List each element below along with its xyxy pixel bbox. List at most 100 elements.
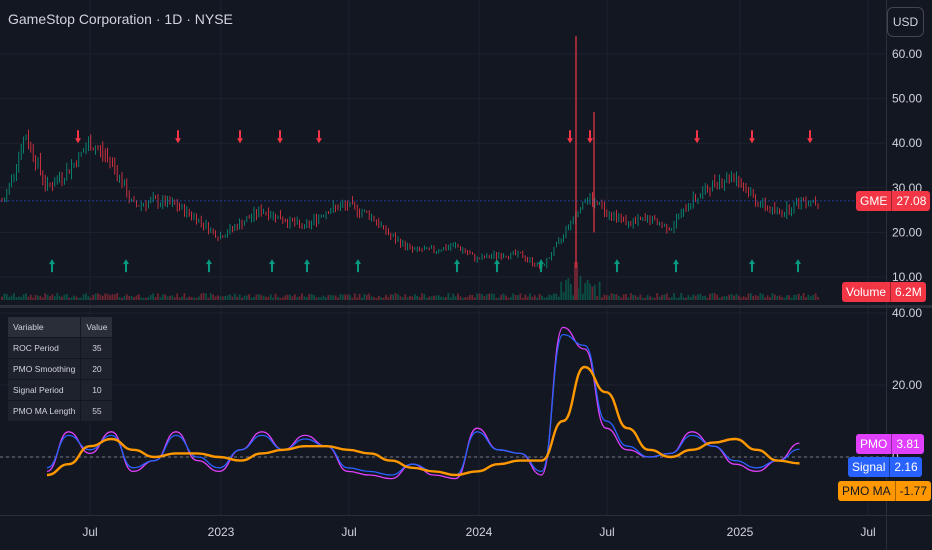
volume-bar	[730, 293, 733, 300]
volume-bar	[644, 297, 647, 300]
volume-bar	[351, 297, 354, 300]
volume-bar	[104, 293, 107, 300]
volume-bar	[389, 294, 392, 300]
volume-bar	[783, 297, 786, 300]
table-header-variable: Variable	[6, 316, 82, 338]
volume-bar	[757, 296, 759, 300]
volume-bar	[428, 296, 431, 300]
volume-bar	[449, 297, 452, 300]
sell-arrow	[277, 130, 283, 144]
volume-bar	[430, 296, 433, 300]
volume-bar	[658, 296, 661, 300]
volume-bar	[394, 293, 397, 300]
volume-bar	[481, 294, 483, 300]
pmo-series-line	[46, 365, 800, 477]
volume-bar	[63, 294, 66, 300]
volume-bar	[130, 295, 133, 300]
volume-bar	[385, 294, 387, 300]
volume-bar	[802, 293, 805, 300]
time-tick-label: 2023	[208, 525, 235, 539]
volume-tag-label: Volume	[842, 282, 891, 302]
volume-bar	[769, 297, 771, 300]
table-cell-value: 55	[80, 400, 114, 422]
volume-bar	[392, 294, 395, 300]
volume-bar	[493, 294, 495, 300]
volume-bar	[329, 294, 332, 300]
volume-bar	[255, 294, 258, 300]
volume-bar	[550, 295, 553, 300]
volume-bar	[745, 297, 747, 300]
volume-bar	[447, 293, 450, 300]
volume-bar	[361, 297, 363, 300]
volume-bar	[286, 294, 289, 300]
volume-bar	[1, 296, 3, 300]
volume-bar	[164, 294, 167, 300]
volume-bar	[159, 297, 162, 300]
volume-bar	[205, 293, 207, 300]
volume-bar	[610, 293, 613, 300]
volume-bar	[692, 294, 695, 300]
currency-button[interactable]: USD	[887, 7, 924, 37]
sell-arrow	[316, 130, 322, 144]
volume-bar	[706, 297, 709, 300]
volume-bar	[560, 281, 563, 300]
volume-bar	[778, 295, 781, 300]
volume-bar	[437, 295, 440, 300]
pmo-ma-tag-label: PMO MA	[838, 481, 895, 501]
table-cell-variable: Signal Period	[6, 379, 82, 401]
volume-bar	[541, 295, 543, 300]
volume-bar	[310, 294, 313, 300]
volume-bar	[250, 297, 253, 300]
volume-bar	[279, 297, 282, 300]
volume-bar	[687, 295, 690, 300]
volume-bar	[25, 293, 27, 300]
volume-bar	[464, 297, 467, 300]
volume-bar	[305, 296, 308, 300]
volume-bar	[135, 295, 138, 300]
volume-bar	[632, 294, 635, 300]
sell-arrow	[694, 130, 700, 144]
volume-bar	[77, 297, 80, 300]
volume-bar	[281, 297, 284, 300]
sell-arrow	[237, 130, 243, 144]
volume-bar	[20, 296, 23, 300]
volume-bar	[761, 294, 764, 300]
volume-bar	[301, 293, 303, 300]
time-axis[interactable]: Jul 2023 Jul 2024 Jul 2025 Jul	[82, 525, 875, 539]
volume-bar	[807, 294, 810, 300]
volume-bar	[579, 275, 582, 300]
volume-bar	[800, 295, 803, 300]
volume-bar	[387, 297, 390, 300]
volume-bar	[224, 295, 227, 300]
volume-bar	[327, 295, 330, 300]
volume-bar	[737, 295, 740, 300]
volume-bar	[440, 296, 443, 300]
volume-bar	[533, 295, 536, 300]
volume-bar	[697, 294, 699, 300]
buy-arrow	[123, 259, 129, 273]
indicator-tick-label: 40.00	[892, 306, 922, 320]
volume-bar	[113, 294, 116, 300]
volume-bar	[615, 294, 618, 300]
volume-bar	[89, 297, 92, 300]
volume-bar	[812, 294, 815, 300]
price-tick-label: 10.00	[892, 270, 922, 284]
volume-bar	[37, 295, 39, 300]
volume-bar	[471, 294, 474, 300]
volume-bar	[269, 294, 272, 300]
volume-bar	[673, 293, 675, 300]
volume-bar	[435, 295, 438, 300]
volume-bar	[49, 296, 51, 300]
volume-bar	[771, 293, 774, 300]
sell-arrow	[749, 130, 755, 144]
volume-bar	[617, 295, 620, 300]
volume-bar	[416, 295, 419, 300]
volume-bar	[649, 296, 651, 300]
volume-bar	[505, 295, 507, 300]
volume-bar	[452, 293, 455, 300]
volume-bar	[166, 296, 169, 300]
volume-bar	[238, 294, 241, 300]
pmo-parameters-table: Variable Value ROC Period 35 PMO Smoothi…	[6, 316, 114, 422]
